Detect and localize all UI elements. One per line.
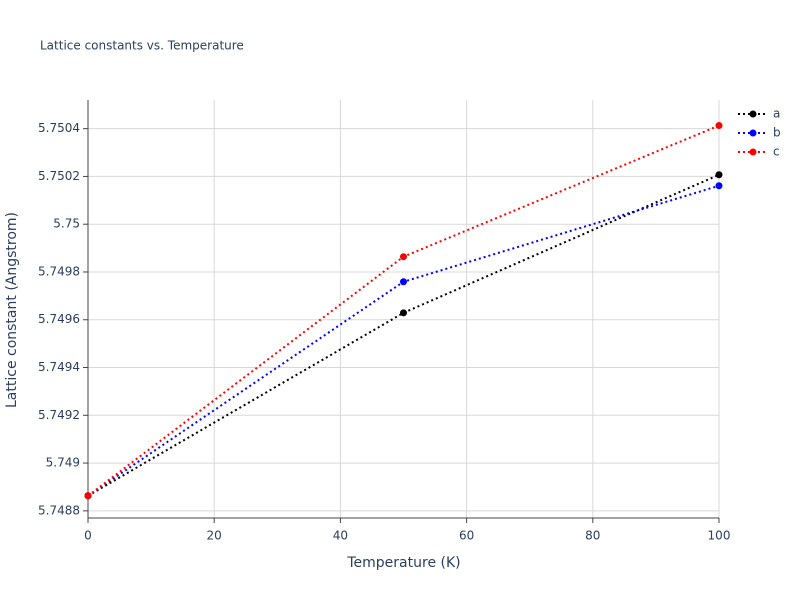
x-tick-label: 0	[84, 529, 92, 543]
y-tick-label: 5.7488	[38, 503, 80, 517]
chart-title: Lattice constants vs. Temperature	[40, 39, 244, 53]
y-tick-label: 5.7498	[38, 264, 80, 278]
y-tick-label: 5.7504	[38, 121, 80, 135]
x-tick-label: 80	[585, 529, 600, 543]
x-tick-label: 100	[708, 529, 731, 543]
data-point	[84, 492, 92, 500]
legend-label: c	[773, 145, 780, 159]
legend-marker	[749, 110, 757, 118]
legend-label: a	[773, 107, 780, 121]
data-point	[400, 253, 407, 261]
data-point	[400, 309, 407, 317]
y-tick-label: 5.7496	[38, 312, 80, 326]
series-line	[87, 184, 720, 497]
y-tick-label: 5.7492	[38, 408, 80, 422]
x-axis-label: Temperature (K)	[346, 555, 460, 571]
data-point	[400, 278, 407, 286]
data-point	[715, 122, 723, 130]
legend-marker	[749, 129, 757, 137]
series-line	[87, 173, 720, 497]
legend-marker	[749, 148, 757, 156]
y-tick-label: 5.7502	[38, 169, 80, 183]
data-point	[715, 182, 723, 190]
data-point	[715, 171, 723, 179]
x-tick-label: 40	[333, 529, 348, 543]
y-axis-label: Lattice constant (Angstrom)	[4, 212, 20, 408]
x-tick-label: 20	[207, 529, 222, 543]
y-tick-label: 5.7494	[38, 360, 80, 374]
x-tick-label: 60	[459, 529, 474, 543]
y-tick-label: 5.749	[46, 456, 80, 470]
legend-label: b	[773, 126, 781, 140]
y-tick-label: 5.75	[53, 217, 80, 231]
